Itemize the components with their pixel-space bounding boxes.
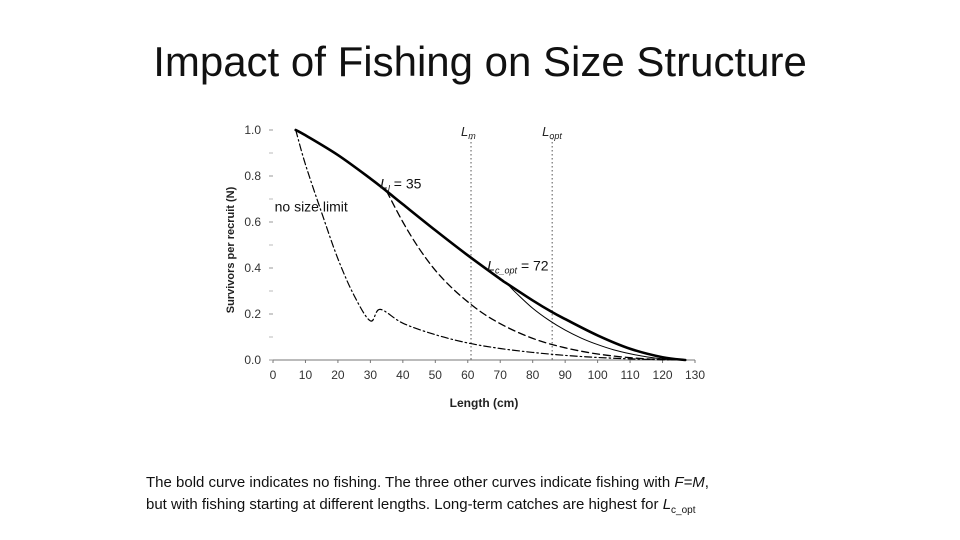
x-tick-label: 0 [270, 368, 277, 382]
y-axis-label: Survivors per recruit (N) [225, 186, 237, 313]
x-axis-label: Length (cm) [450, 396, 519, 410]
x-tick-label: 50 [429, 368, 443, 382]
caption-symbol: L [662, 496, 672, 513]
annotation-value: = 35 [390, 176, 422, 192]
x-tick-label: 70 [494, 368, 508, 382]
x-tick-label: 20 [331, 368, 345, 382]
y-tick-label: 0.6 [244, 215, 261, 229]
reference-lines: Lm Lopt [461, 124, 562, 360]
annotation-subscript: l [388, 184, 391, 194]
y-tick-label: 0.2 [244, 307, 261, 321]
x-tick-label: 100 [588, 368, 608, 382]
x-tick-label: 60 [461, 368, 475, 382]
caption: The bold curve indicates no fishing. The… [146, 472, 846, 522]
x-tick-label: 120 [653, 368, 673, 382]
x-tick-label: 30 [364, 368, 378, 382]
annotation-subscript: c_opt [495, 265, 518, 275]
reference-line-subscript: opt [549, 131, 562, 141]
caption-line-1: The bold curve indicates no fishing. The… [146, 472, 846, 494]
annotation-symbol: L [487, 257, 495, 273]
reference-line-label: Lopt [542, 124, 562, 141]
slide-title: Impact of Fishing on Size Structure [153, 38, 807, 85]
y-tick-label: 0.0 [244, 353, 261, 367]
axes: 0 10 20 30 40 50 60 70 80 90 100 110 120 130 0.0 0.2 0.4… [244, 123, 705, 382]
x-tick-label: 130 [685, 368, 705, 382]
series-line-thin [506, 282, 686, 361]
annotation-value: = 72 [517, 257, 549, 273]
series-group [294, 128, 687, 362]
caption-line2-prefix: but with fishing starting at different l… [146, 496, 663, 513]
x-tick-label: 40 [396, 368, 410, 382]
survivors-chart: 0 10 20 30 40 50 60 70 80 90 100 110 120 130 0.0 0.2 0.4… [225, 123, 705, 410]
y-tick-label: 1.0 [244, 123, 261, 137]
series-line-dashed [385, 190, 686, 361]
x-tick-label: 10 [299, 368, 313, 382]
reference-line-label: Lm [461, 124, 476, 141]
caption-line1-suffix: , [704, 474, 709, 491]
annotation: Lc_opt = 72 [487, 257, 549, 275]
caption-subscript: c_opt [671, 505, 696, 516]
caption-formula: F=M [674, 474, 705, 491]
caption-line1-prefix: The bold curve indicates no fishing. The… [146, 474, 675, 491]
annotation: no size limit [275, 199, 348, 215]
y-tick-label: 0.4 [244, 261, 261, 275]
series-line-bold [294, 128, 687, 362]
x-tick-label: 90 [558, 368, 572, 382]
annotation-symbol: L [380, 176, 388, 192]
x-tick-label: 110 [621, 368, 640, 382]
annotation: Ll = 35 [380, 176, 422, 194]
x-tick-label: 80 [526, 368, 540, 382]
caption-line-2: but with fishing starting at different l… [146, 494, 846, 522]
series-line-dash-dot [295, 129, 686, 361]
reference-line-subscript: m [468, 131, 476, 141]
y-tick-label: 0.8 [244, 169, 261, 183]
